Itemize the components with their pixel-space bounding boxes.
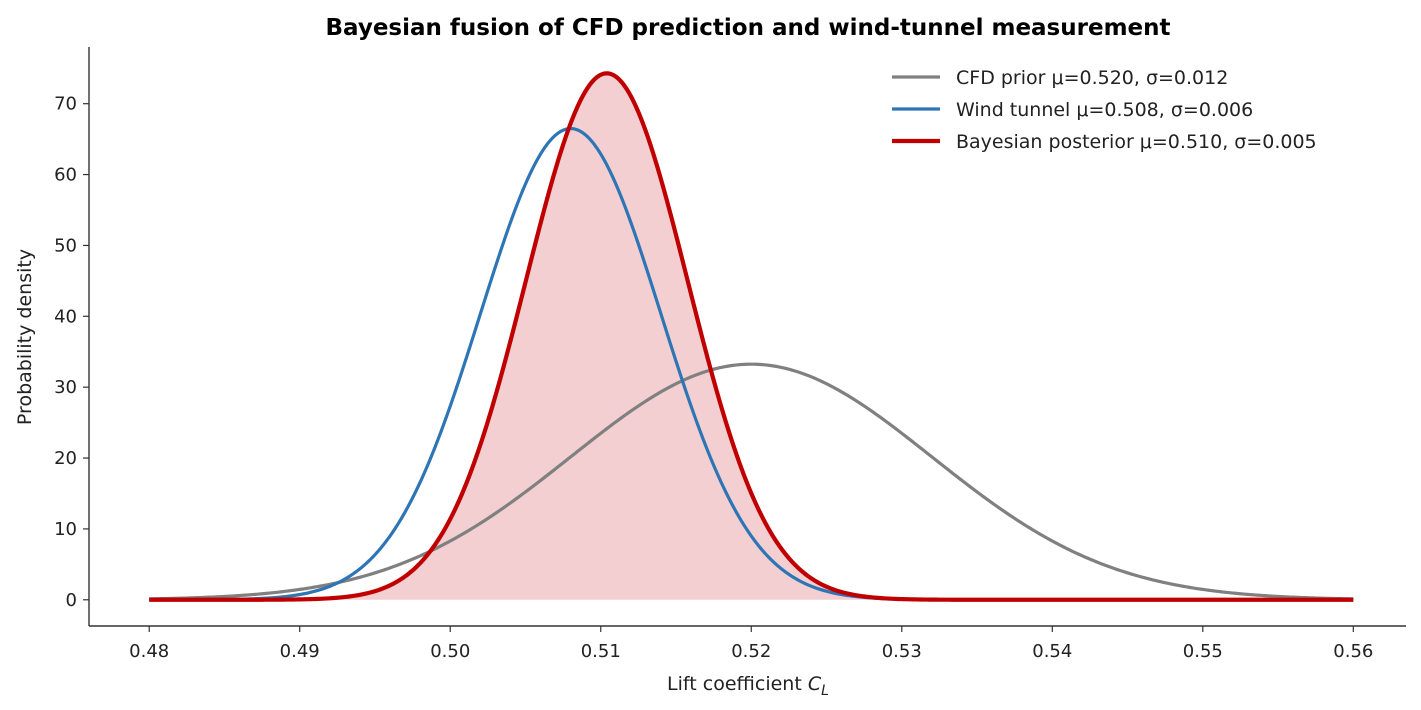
x-tick-label: 0.51 — [581, 641, 621, 662]
y-axis-ticks: 0 10 20 30 40 50 60 70 — [54, 94, 89, 611]
x-tick-label: 0.48 — [129, 641, 169, 662]
y-axis-title: Probability density — [14, 249, 36, 425]
series-lines — [149, 71, 1354, 602]
legend-label: CFD prior μ=0.520, σ=0.012 — [956, 67, 1228, 89]
x-tick-label: 0.52 — [731, 641, 771, 662]
y-tick-label: 10 — [54, 519, 77, 540]
x-tick-label: 0.50 — [430, 641, 470, 662]
x-axis-title: Lift coefficient CL — [667, 673, 829, 699]
y-tick-label: 50 — [54, 235, 77, 256]
legend-label: Wind tunnel μ=0.508, σ=0.006 — [956, 99, 1253, 121]
x-axis-ticks: 0.48 0.49 0.50 0.51 0.52 0.53 0.54 0.55 0.56 — [129, 626, 1373, 662]
y-tick-label: 20 — [54, 448, 77, 469]
series-line-2 — [149, 71, 1354, 602]
plot-area — [149, 71, 1354, 602]
y-tick-label: 0 — [66, 590, 77, 611]
x-tick-label: 0.56 — [1333, 641, 1373, 662]
legend: CFD prior μ=0.520, σ=0.012 Wind tunnel μ=… — [892, 67, 1317, 153]
y-tick-label: 60 — [54, 165, 77, 186]
series-line-0 — [149, 362, 1354, 601]
y-tick-label: 30 — [54, 377, 77, 398]
x-tick-label: 0.54 — [1032, 641, 1072, 662]
legend-label: Bayesian posterior μ=0.510, σ=0.005 — [956, 131, 1317, 153]
y-tick-label: 70 — [54, 94, 77, 115]
x-tick-label: 0.55 — [1183, 641, 1223, 662]
x-tick-label: 0.49 — [280, 641, 320, 662]
chart-title: Bayesian fusion of CFD prediction and wi… — [325, 15, 1170, 41]
y-tick-label: 40 — [54, 306, 77, 327]
x-tick-label: 0.53 — [882, 641, 922, 662]
